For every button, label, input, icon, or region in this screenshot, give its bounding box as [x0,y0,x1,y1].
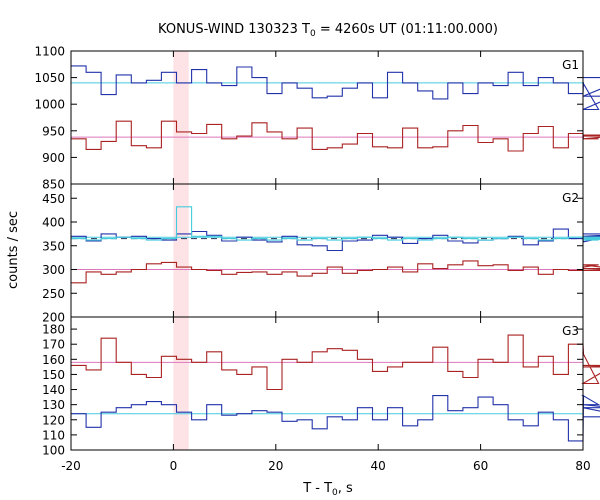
y-tick-label: 250 [42,287,65,301]
panel-g1-series-0 [71,65,600,111]
y-tick-label: 1000 [34,98,65,112]
x-axis-label: T - T0, s [302,481,353,498]
x-tick-label: 80 [575,459,590,473]
x-tick-label: 0 [170,459,178,473]
panel-g3-frame [70,316,584,451]
y-tick-label: 130 [42,398,65,412]
panel-g1-series-1 [71,120,600,152]
x-tick-label: 40 [371,459,386,473]
y-tick-label: 1100 [34,45,65,59]
chart-title: KONUS-WIND 130323 T0 = 4260s UT (01:11:0… [158,22,498,39]
y-tick-label: 100 [42,444,65,458]
y-tick-label: 110 [42,428,65,442]
burst-interval-shade [173,51,189,450]
y-tick-label: 900 [42,151,65,165]
x-tick-label: 20 [268,459,283,473]
panel-g1-frame [70,50,584,185]
y-tick-label: 300 [42,263,65,277]
y-tick-label: 450 [42,192,65,206]
y-tick-label: 400 [42,216,65,230]
y-tick-label: 180 [42,323,65,337]
panel-label-g1: G1 [562,58,579,72]
y-tick-label: 1050 [34,71,65,85]
y-tick-label: 850 [42,178,65,192]
panel-g3-series-1 [71,395,600,442]
y-tick-label: 150 [42,368,65,382]
y-tick-label: 350 [42,239,65,253]
panel-g2-series-0 [71,228,600,252]
y-tick-label: 140 [42,383,65,397]
panel-g2-series-1 [71,260,600,284]
y-tick-label: 160 [42,353,65,367]
panel-label-g2: G2 [562,191,579,205]
panel-label-g3: G3 [562,324,579,338]
y-tick-label: 120 [42,413,65,427]
x-tick-label: -20 [61,459,81,473]
panel-g2-series-2 [71,206,600,241]
y-tick-label: 950 [42,124,65,138]
y-tick-label: 200 [42,311,65,325]
x-tick-label: 60 [473,459,488,473]
y-axis-label: counts / sec [6,211,21,289]
panel-g3-series-0 [71,334,600,391]
y-tick-label: 170 [42,338,65,352]
